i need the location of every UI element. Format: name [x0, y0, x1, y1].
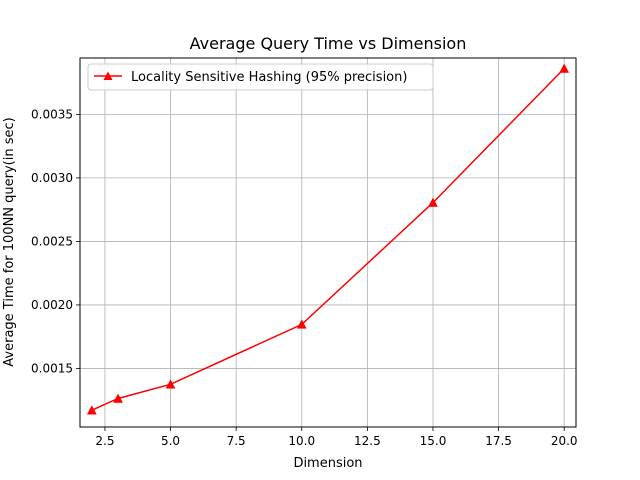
x-tick-label: 15.0: [420, 434, 447, 448]
data-point-marker: [428, 197, 438, 207]
x-axis-ticks: 2.5 5.0 7.5 10.0 12.5 15.0 17.5 20.0: [95, 427, 578, 448]
y-tick-label: 0.0025: [31, 234, 73, 248]
data-point-marker: [296, 319, 307, 329]
series-group: [86, 63, 570, 415]
x-axis-label: Dimension: [293, 456, 362, 471]
y-tick-label: 0.0035: [31, 107, 73, 121]
x-tick-label: 5.0: [161, 434, 180, 448]
y-tick-label: 0.0020: [31, 298, 73, 312]
legend-entry-label: Locality Sensitive Hashing (95% precisio…: [131, 70, 407, 85]
grid-lines: [80, 58, 576, 427]
data-point-marker: [86, 405, 97, 415]
x-tick-label: 10.0: [288, 434, 315, 448]
series-line: [91, 67, 565, 411]
legend-marker-triangle: [103, 71, 113, 80]
data-point-marker: [559, 63, 570, 73]
x-tick-label: 7.5: [227, 434, 246, 448]
x-tick-label: 17.5: [485, 434, 512, 448]
plot-frame: [79, 57, 577, 428]
x-tick-label: 2.5: [95, 434, 114, 448]
legend: Locality Sensitive Hashing (95% precisio…: [87, 63, 434, 91]
data-point-marker: [113, 393, 123, 403]
legend-box: [87, 63, 434, 91]
y-tick-label: 0.0030: [31, 171, 73, 185]
y-tick-label: 0.0015: [31, 361, 73, 375]
chart-title: Average Query Time vs Dimension: [190, 34, 467, 53]
y-axis-label: Average Time for 100NN query(in sec): [2, 117, 17, 366]
x-tick-label: 12.5: [354, 434, 381, 448]
x-tick-label: 20.0: [551, 434, 578, 448]
data-point-marker: [165, 379, 176, 389]
y-axis-ticks: 0.0015 0.0020 0.0025 0.0030 0.0035: [31, 107, 80, 375]
